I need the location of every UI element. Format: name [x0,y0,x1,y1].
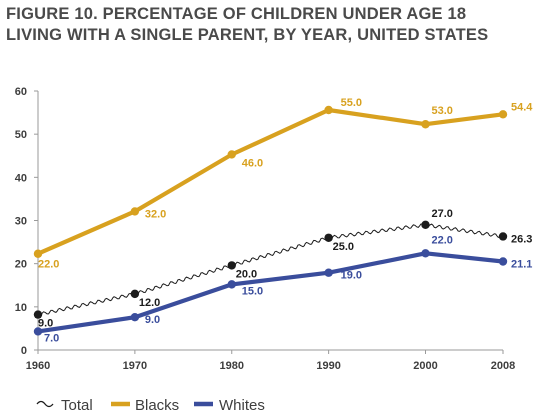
data-point-whites [421,249,430,258]
data-label-whites: 22.0 [432,234,453,246]
x-tick-label: 1970 [123,360,147,372]
data-point-whites [324,268,333,277]
data-point-total [33,310,43,319]
chart-title: FIGURE 10. PERCENTAGE OF CHILDREN UNDER … [6,4,542,46]
data-point-blacks [227,150,236,159]
data-label-blacks: 32.0 [145,208,166,220]
data-point-blacks [421,120,430,129]
data-label-blacks: 53.0 [432,105,453,117]
data-point-total [324,233,333,242]
x-tick-label: 2000 [413,360,437,372]
data-label-whites: 19.0 [341,270,362,282]
chart-title-line-1: FIGURE 10. PERCENTAGE OF CHILDREN UNDER … [6,5,467,23]
data-point-whites [498,257,508,266]
data-point-total [227,261,236,270]
data-point-blacks [324,105,333,115]
chart-legend: Total Blacks Whites [36,397,265,414]
data-label-blacks: 55.0 [341,97,362,109]
series-lines [35,107,506,334]
legend-blacks-label: Blacks [135,397,179,414]
y-tick-label: 20 [15,259,27,271]
data-label-total: 26.3 [511,233,532,245]
data-label-whites: 7.0 [44,332,59,344]
data-label-blacks: 46.0 [242,157,263,169]
data-label-total: 12.0 [139,297,160,309]
data-label-total: 9.0 [38,318,53,330]
data-label-whites: 15.0 [242,285,263,297]
legend-total-label: Total [61,397,93,414]
data-label-total: 25.0 [333,241,354,253]
x-tick-label: 1960 [26,360,50,372]
y-tick-label: 50 [15,129,27,141]
legend-total-swatch [36,400,54,408]
data-label-blacks: 54.4 [511,101,533,113]
data-label-blacks: 22.0 [38,259,59,271]
data-point-total [130,289,140,299]
data-point-whites [130,312,140,322]
data-labels: 9.0 12.0 20.0 25.0 27.0 26.3 22.0 32.0 46.0 55.0 5… [38,97,533,344]
series-points [33,105,508,336]
y-tick-label: 30 [15,216,27,228]
x-tick-label: 2008 [491,360,515,372]
chart-axes: 0 10 20 30 40 50 60 1960 1970 1980 1990 2000 2008 [15,86,515,372]
data-point-whites [33,327,43,336]
data-point-blacks [130,207,140,216]
legend-whites-label: Whites [219,397,265,414]
data-label-whites: 9.0 [145,314,160,326]
data-point-blacks [498,110,508,119]
data-point-total [498,232,508,241]
x-tick-label: 1990 [316,360,340,372]
series-line-blacks [35,107,506,256]
data-label-whites: 21.1 [511,259,532,271]
series-line-whites [35,251,506,334]
data-label-total: 20.0 [236,268,257,280]
chart-title-line-2: LIVING WITH A SINGLE PARENT, BY YEAR, UN… [6,26,489,44]
data-point-blacks [33,249,43,258]
data-point-total [421,220,430,230]
y-tick-label: 60 [15,86,27,98]
y-tick-label: 40 [15,172,27,184]
y-tick-label: 10 [15,302,27,314]
x-tick-label: 1980 [220,360,244,372]
data-point-whites [227,280,236,289]
data-label-total: 27.0 [432,208,453,220]
y-tick-label: 0 [21,345,27,357]
